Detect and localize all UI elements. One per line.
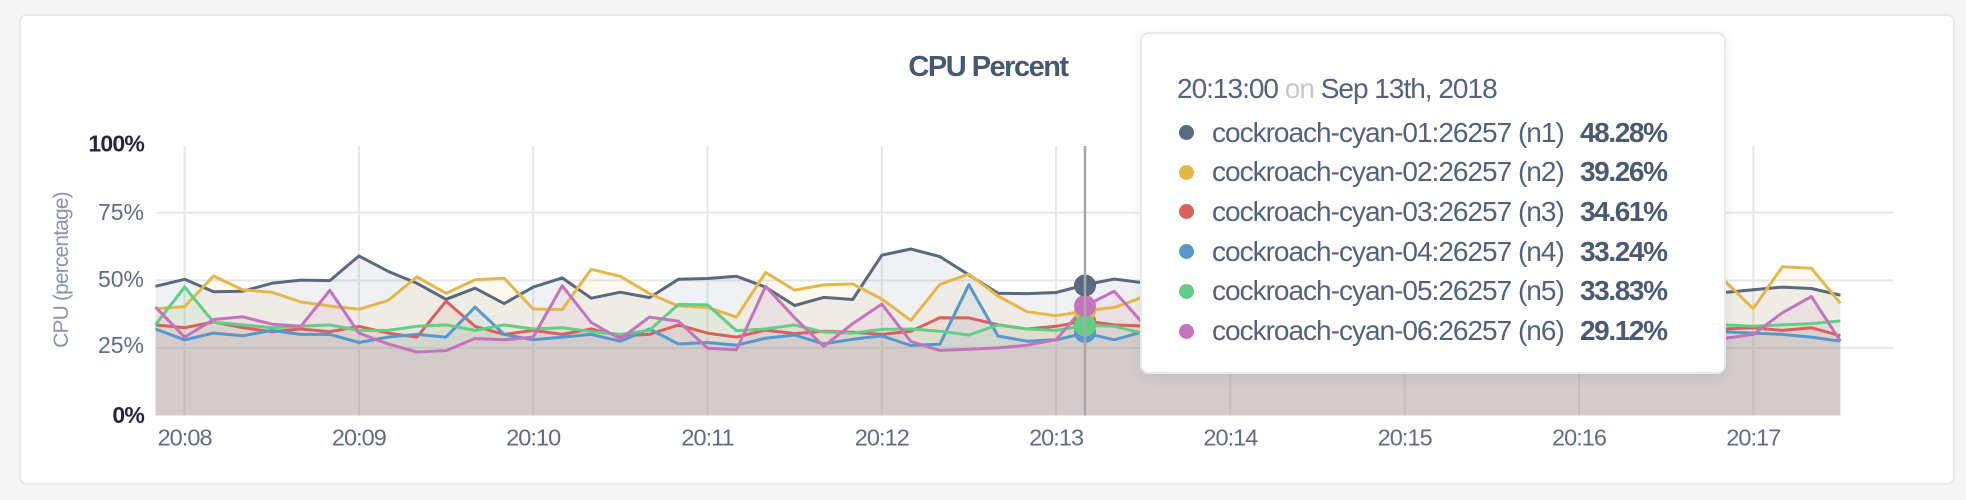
svg-text:20:16: 20:16 xyxy=(1552,425,1607,451)
svg-text:20:17: 20:17 xyxy=(1726,425,1780,451)
svg-text:75%: 75% xyxy=(98,199,144,225)
svg-text:0%: 0% xyxy=(112,402,144,428)
svg-text:20:14: 20:14 xyxy=(1203,425,1258,451)
svg-text:20:12: 20:12 xyxy=(855,425,909,451)
svg-text:20:10: 20:10 xyxy=(506,425,561,451)
svg-text:20:13: 20:13 xyxy=(1029,425,1084,451)
svg-text:20:15: 20:15 xyxy=(1378,425,1433,451)
svg-text:20:09: 20:09 xyxy=(332,425,386,451)
svg-text:100%: 100% xyxy=(88,131,144,157)
svg-text:50%: 50% xyxy=(98,266,144,292)
svg-text:20:11: 20:11 xyxy=(681,425,733,451)
svg-text:20:08: 20:08 xyxy=(158,425,213,451)
svg-text:25%: 25% xyxy=(98,332,144,358)
svg-text:CPU (percentage): CPU (percentage) xyxy=(50,192,73,348)
